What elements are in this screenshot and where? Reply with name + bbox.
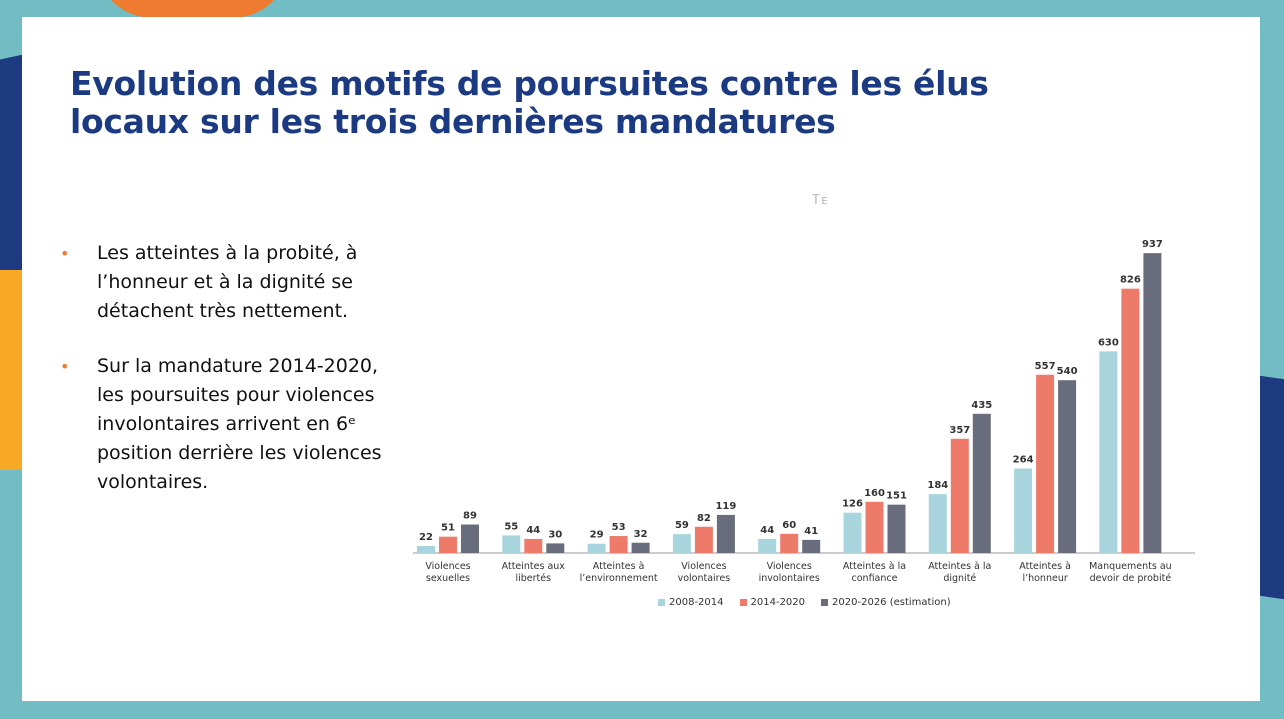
data-label: 119 bbox=[715, 501, 736, 512]
bar bbox=[1099, 351, 1118, 553]
category-label: sexuelles bbox=[426, 573, 470, 584]
bar bbox=[1036, 374, 1055, 553]
data-label: 55 bbox=[504, 521, 518, 532]
bullet-marker: • bbox=[60, 244, 70, 263]
chart-legend: 2008-2014 2014-2020 2020-2026 (estimatio… bbox=[658, 597, 951, 608]
bar bbox=[802, 539, 821, 553]
data-label: 826 bbox=[1120, 275, 1141, 286]
data-label: 82 bbox=[697, 513, 711, 524]
legend-label: 2014-2020 bbox=[750, 597, 806, 608]
slide: Evolution des motifs de poursuites contr… bbox=[22, 17, 1260, 701]
data-label: 151 bbox=[886, 491, 907, 502]
category-label: l’honneur bbox=[1022, 573, 1067, 584]
category-label: Atteintes à bbox=[1019, 561, 1071, 572]
data-label: 44 bbox=[526, 525, 540, 536]
bar bbox=[439, 536, 457, 553]
data-label: 126 bbox=[842, 499, 863, 510]
bar bbox=[672, 534, 691, 553]
bar bbox=[502, 535, 521, 553]
category-label: l’environnement bbox=[580, 573, 658, 584]
category-label: Atteintes aux bbox=[502, 561, 566, 572]
bar bbox=[972, 413, 991, 553]
bar bbox=[417, 545, 435, 553]
category-label: Atteintes à la bbox=[928, 561, 991, 572]
category-label: devoir de probité bbox=[1090, 573, 1172, 584]
bullet-text: Sur la mandature 2014-2020, les poursuit… bbox=[97, 355, 382, 493]
legend-label: 2008-2014 bbox=[669, 597, 724, 608]
data-label: 89 bbox=[463, 511, 477, 522]
legend-swatch bbox=[821, 599, 829, 606]
bar bbox=[1143, 253, 1162, 553]
category-label: Atteintes à bbox=[593, 561, 645, 572]
bar bbox=[950, 438, 969, 553]
data-label: 435 bbox=[971, 400, 992, 411]
decorative-orange-shape bbox=[95, 0, 290, 18]
data-label: 51 bbox=[441, 523, 455, 534]
category-label: Manquements au bbox=[1089, 561, 1172, 572]
category-label: involontaires bbox=[759, 573, 820, 584]
bar bbox=[716, 514, 735, 553]
bar bbox=[609, 536, 628, 553]
bar bbox=[928, 494, 947, 553]
legend-item: 2008-2014 bbox=[658, 597, 724, 608]
bullet-list: • Les atteintes à la probité, à l’honneu… bbox=[60, 239, 390, 523]
bullet-item: • Sur la mandature 2014-2020, les poursu… bbox=[60, 352, 390, 497]
slide-title-line-2: locaux sur les trois dernières mandature… bbox=[70, 102, 836, 141]
bar bbox=[1058, 380, 1077, 553]
data-label: 557 bbox=[1035, 361, 1056, 372]
bar bbox=[524, 538, 543, 553]
watermark-text: Tᴇ bbox=[812, 193, 830, 208]
data-label: 29 bbox=[590, 530, 604, 541]
bar bbox=[587, 543, 606, 553]
bullet-item: • Les atteintes à la probité, à l’honneu… bbox=[60, 239, 390, 326]
bar bbox=[1014, 468, 1033, 553]
bullet-text: Les atteintes à la probité, à l’honneur … bbox=[97, 242, 358, 322]
decorative-orange-shape-left bbox=[0, 270, 25, 470]
bar bbox=[780, 533, 799, 553]
category-label: Violences bbox=[681, 561, 726, 572]
bar bbox=[546, 543, 565, 553]
data-label: 184 bbox=[927, 480, 948, 491]
category-label: libertés bbox=[516, 573, 552, 584]
category-label: confiance bbox=[852, 573, 898, 584]
bar bbox=[887, 504, 906, 553]
data-label: 264 bbox=[1013, 455, 1034, 466]
legend-item: 2014-2020 bbox=[739, 597, 806, 608]
data-label: 53 bbox=[612, 522, 626, 533]
data-label: 540 bbox=[1057, 366, 1078, 377]
bar bbox=[1121, 288, 1140, 553]
legend-label: 2020-2026 (estimation) bbox=[832, 597, 951, 608]
category-label: dignité bbox=[943, 573, 976, 584]
slide-title: Evolution des motifs de poursuites contr… bbox=[70, 65, 1120, 141]
data-label: 630 bbox=[1098, 337, 1119, 348]
bar bbox=[631, 542, 650, 553]
bar bbox=[461, 524, 479, 553]
decorative-navy-shape-right bbox=[1260, 375, 1284, 605]
data-label: 32 bbox=[634, 529, 648, 540]
legend-swatch bbox=[739, 599, 747, 606]
legend-swatch bbox=[658, 599, 665, 606]
data-label: 41 bbox=[804, 526, 818, 537]
data-label: 937 bbox=[1142, 239, 1163, 250]
bar bbox=[843, 512, 862, 553]
category-label: Atteintes à la bbox=[843, 561, 906, 572]
data-label: 44 bbox=[760, 525, 774, 536]
data-label: 22 bbox=[419, 532, 433, 543]
data-label: 30 bbox=[548, 529, 562, 540]
data-label: 160 bbox=[864, 488, 885, 499]
bar bbox=[694, 526, 713, 553]
bullet-marker: • bbox=[60, 357, 70, 376]
data-label: 59 bbox=[675, 520, 689, 531]
category-label: Violences bbox=[767, 561, 812, 572]
category-label: Violences bbox=[425, 561, 470, 572]
category-label: volontaires bbox=[678, 573, 731, 584]
bar bbox=[758, 538, 777, 553]
data-label: 60 bbox=[782, 520, 796, 531]
slide-title-line-1: Evolution des motifs de poursuites contr… bbox=[70, 64, 989, 103]
legend-item: 2020-2026 (estimation) bbox=[821, 597, 951, 608]
data-label: 357 bbox=[949, 425, 970, 436]
bar bbox=[865, 501, 884, 553]
